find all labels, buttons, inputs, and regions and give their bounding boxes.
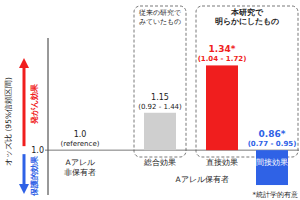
group-label: 本研究で (230, 8, 264, 17)
group-label: 従来の研究で (139, 9, 182, 17)
group-label: 明らかにしたもの (215, 17, 279, 26)
down-arrow (23, 154, 26, 186)
value-label: 1.0 (74, 130, 87, 139)
interval-label: (0.77 - 0.95) (248, 140, 297, 148)
tick-label: 1.0 (31, 146, 44, 155)
down-arrowhead (19, 184, 29, 194)
group-label: みていたもの (139, 18, 181, 26)
category-line: 間接効果 (256, 158, 288, 167)
bar (256, 150, 288, 185)
down-label: 保護的効果 (30, 155, 39, 197)
category-label: 間接効果 (256, 158, 288, 167)
group-box (196, 6, 298, 157)
interval-label: (reference) (61, 140, 100, 148)
bar (206, 65, 238, 150)
bar (144, 113, 176, 150)
chart: 従来の研究でみていたもの 本研究で明らかにしたもの 1.0 オッズ比 (95%信頼区間… (0, 0, 300, 200)
category-line: 直接効果 (206, 158, 238, 167)
category-label: 総合効果 (143, 158, 176, 167)
bars (144, 65, 288, 185)
bar (64, 150, 96, 151)
category-line: Aアレル (65, 158, 94, 167)
group-box (134, 6, 186, 157)
group-caption: Aアレル保有者 (175, 175, 228, 184)
value-label: 1.34* (209, 44, 236, 54)
value-label: 0.86* (259, 129, 286, 139)
category-line: 非保有者 (64, 168, 96, 177)
category-line: 総合効果 (143, 158, 176, 167)
interval-label: (0.92 - 1.44) (138, 103, 182, 111)
category-label: Aアレル非保有者 (64, 158, 96, 177)
up-arrow (23, 66, 26, 146)
category-label: 直接効果 (206, 158, 238, 167)
interval-label: (1.04 - 1.72) (198, 55, 247, 63)
footnote: *統計学的有意 (253, 191, 299, 199)
y-title: オッズ比 (95%信頼区間) (4, 77, 13, 166)
value-label: 1.15 (151, 93, 169, 102)
up-arrowhead (19, 58, 29, 68)
y-axis (48, 38, 49, 195)
up-label: 発がん効果 (30, 83, 39, 125)
